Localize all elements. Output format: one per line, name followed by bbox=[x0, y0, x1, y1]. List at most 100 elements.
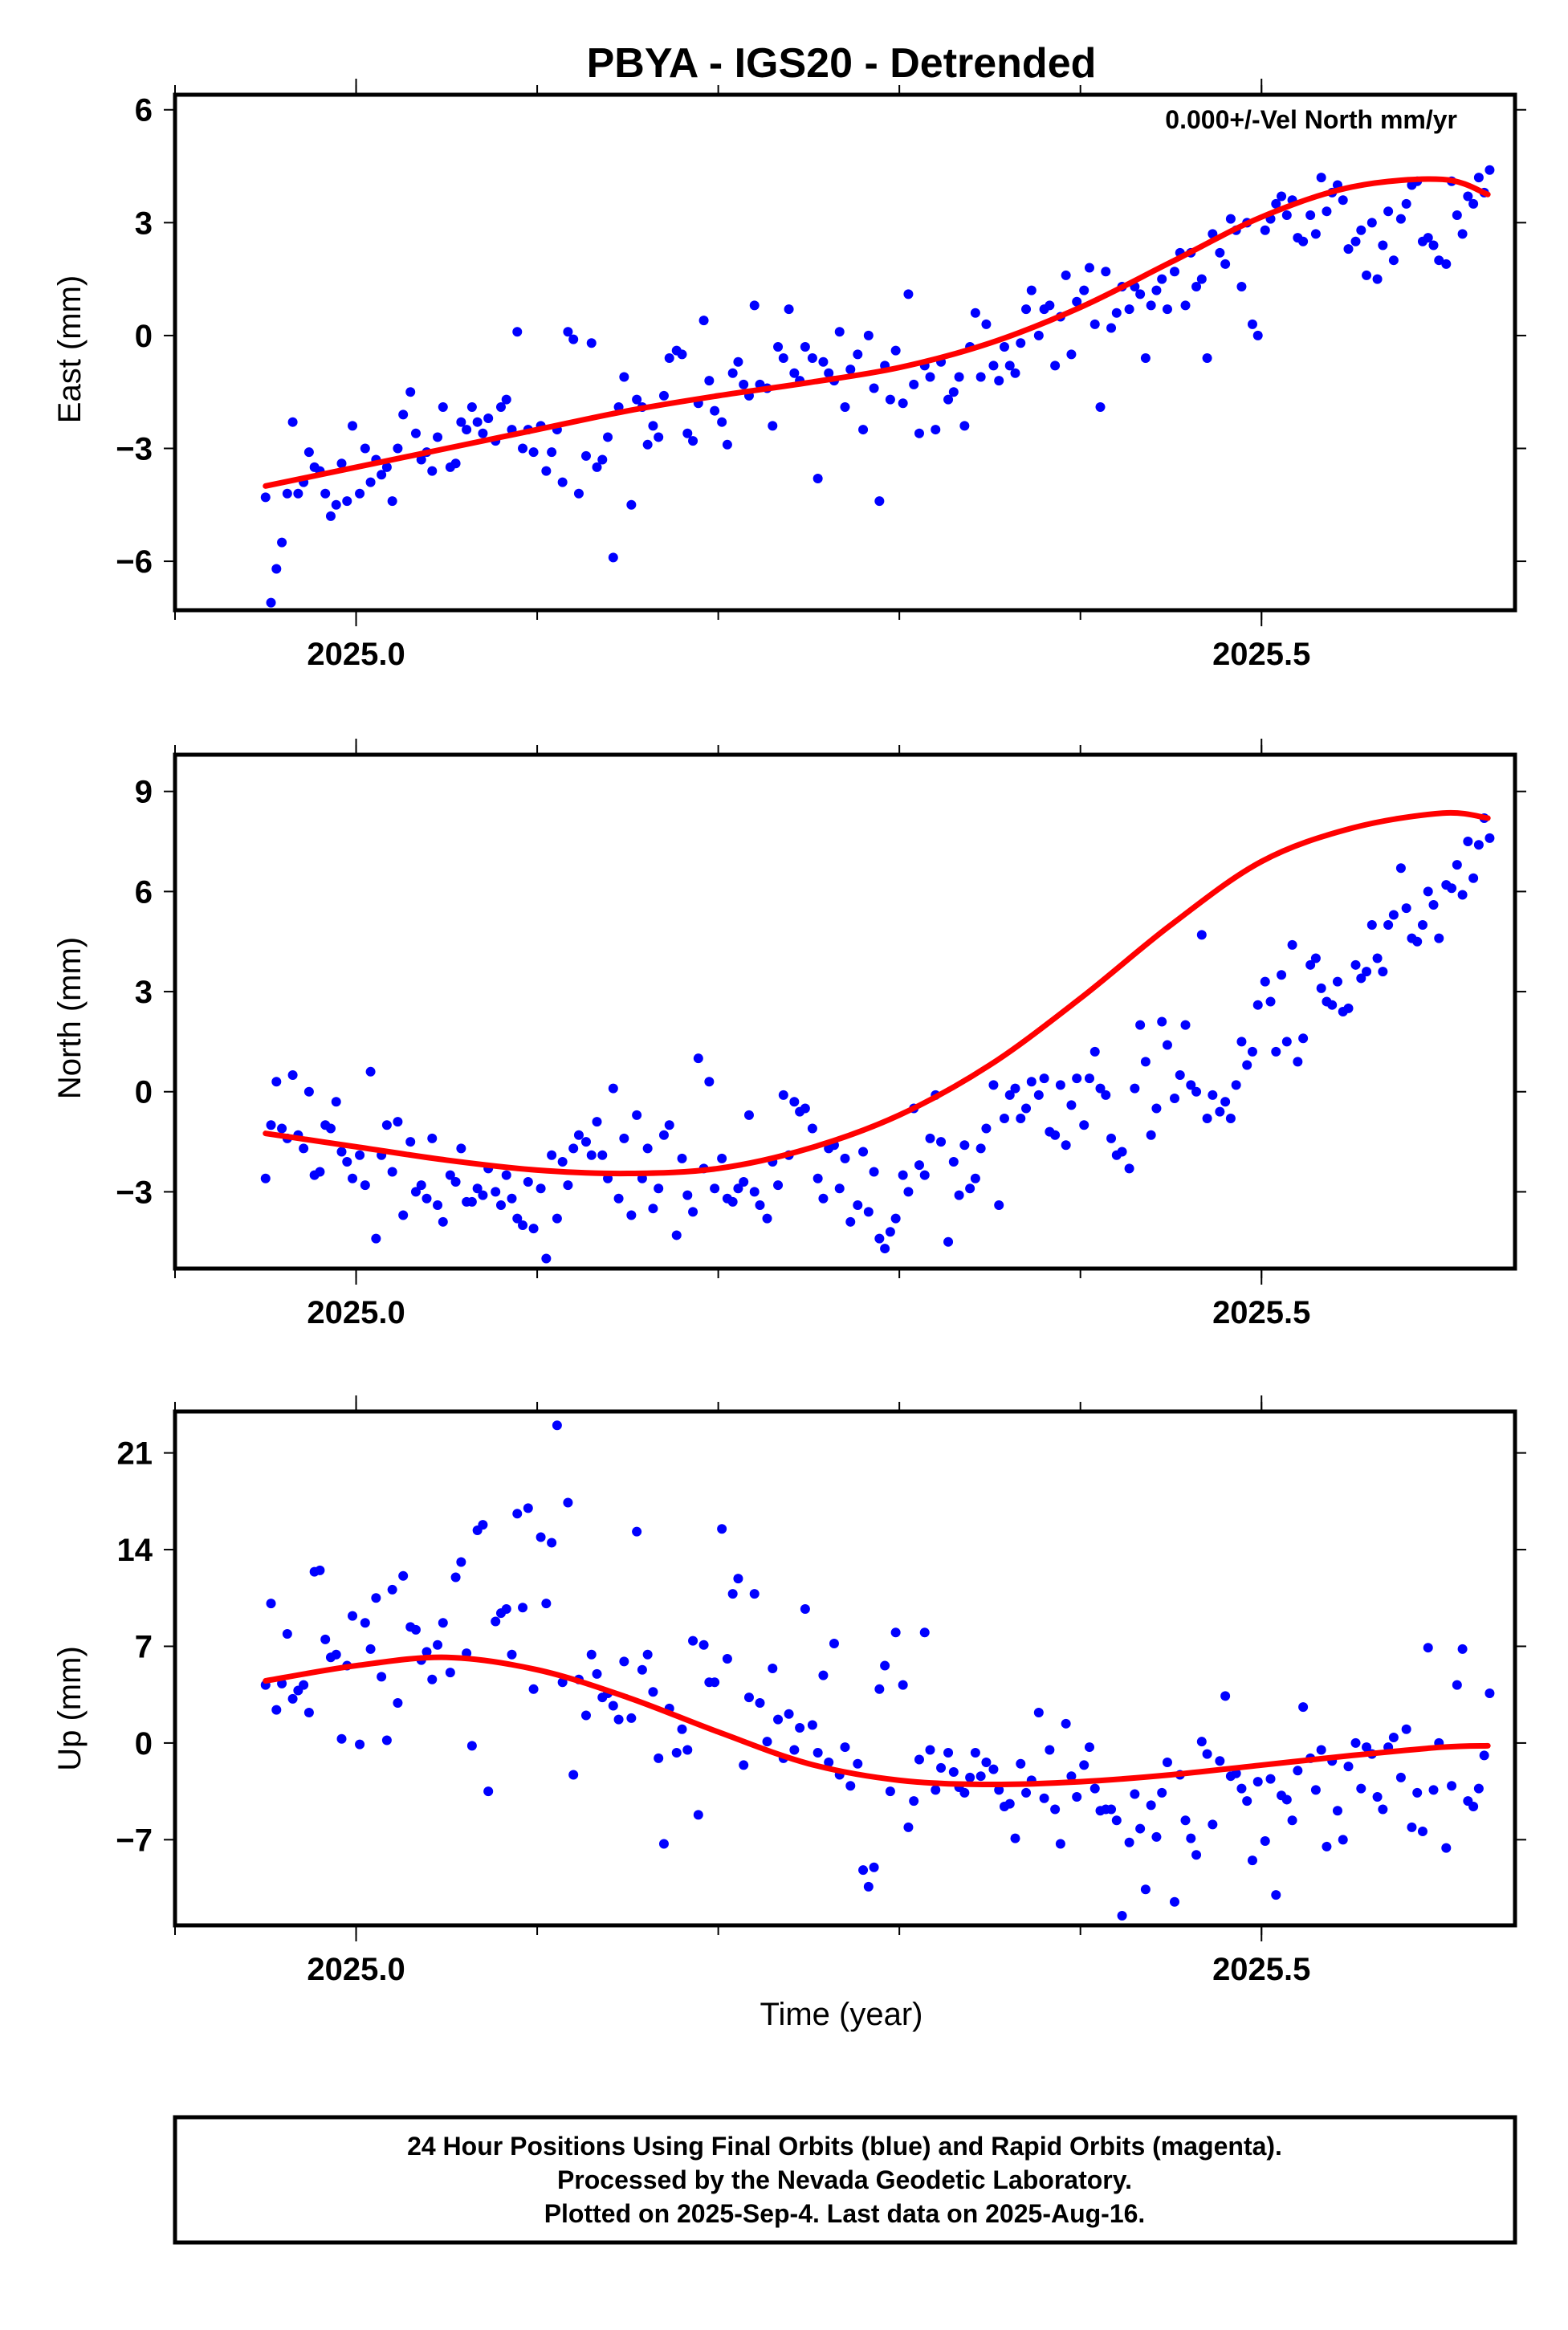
east-x-tick-label: 2025.0 bbox=[307, 637, 405, 672]
east-data-point bbox=[1162, 304, 1172, 315]
up-data-point bbox=[722, 1653, 732, 1664]
north-data-point bbox=[299, 1143, 309, 1154]
east-data-point bbox=[988, 360, 999, 371]
up-data-point bbox=[869, 1862, 879, 1872]
north-data-point bbox=[1401, 903, 1411, 914]
up-data-point bbox=[1271, 1890, 1281, 1900]
east-data-point bbox=[999, 341, 1009, 352]
north-data-point bbox=[975, 1143, 986, 1154]
up-data-point bbox=[1343, 1762, 1354, 1772]
east-data-point bbox=[568, 334, 579, 344]
east-data-point bbox=[1180, 300, 1191, 311]
north-data-point bbox=[580, 1137, 591, 1147]
east-data-point bbox=[773, 341, 784, 352]
up-data-point bbox=[677, 1724, 687, 1734]
north-data-point bbox=[387, 1167, 397, 1177]
north-data-point bbox=[1423, 886, 1433, 897]
north-data-point bbox=[381, 1120, 392, 1130]
up-x-tick-label: 2025.5 bbox=[1212, 1952, 1310, 1987]
up-data-point bbox=[807, 1720, 817, 1730]
east-data-point bbox=[1095, 401, 1106, 412]
up-y-tick-label: 0 bbox=[135, 1726, 153, 1762]
east-data-point bbox=[377, 470, 387, 480]
north-data-point bbox=[491, 1187, 501, 1197]
up-data-point bbox=[637, 1664, 647, 1675]
north-data-point bbox=[1016, 1113, 1026, 1123]
east-data-point bbox=[1277, 191, 1287, 202]
footer-line-3: Plotted on 2025-Sep-4. Last data on 2025… bbox=[544, 2199, 1146, 2228]
up-data-point bbox=[1061, 1718, 1071, 1729]
east-data-point bbox=[1362, 270, 1372, 280]
up-y-tick-label: 21 bbox=[117, 1436, 153, 1472]
east-data-point bbox=[698, 316, 709, 326]
north-data-point bbox=[981, 1123, 992, 1134]
east-data-point bbox=[778, 353, 788, 364]
up-data-point bbox=[840, 1742, 850, 1753]
north-data-point bbox=[874, 1233, 885, 1244]
up-data-point bbox=[445, 1668, 455, 1678]
east-data-point bbox=[1079, 285, 1089, 295]
north-data-point bbox=[1417, 919, 1427, 930]
east-data-point bbox=[1202, 353, 1212, 364]
east-data-point bbox=[1236, 281, 1247, 291]
north-data-point bbox=[1447, 883, 1457, 894]
velocity-annotation: 0.000+/-Vel North mm/yr bbox=[1165, 105, 1457, 134]
north-data-point bbox=[266, 1120, 276, 1130]
up-data-point bbox=[688, 1635, 698, 1646]
east-fit-layer bbox=[263, 176, 1491, 489]
up-data-point bbox=[1135, 1823, 1146, 1834]
north-data-point bbox=[880, 1244, 890, 1254]
east-data-point bbox=[1388, 255, 1399, 266]
up-data-point bbox=[1372, 1792, 1383, 1802]
up-data-point bbox=[863, 1881, 874, 1892]
north-data-point bbox=[1021, 1103, 1032, 1114]
east-y-tick-label: −6 bbox=[116, 544, 153, 580]
north-data-point bbox=[1135, 1020, 1146, 1030]
north-data-point bbox=[1327, 1000, 1338, 1010]
up-data-point bbox=[365, 1644, 376, 1654]
north-data-point bbox=[608, 1083, 618, 1094]
up-data-point bbox=[626, 1713, 637, 1723]
north-data-point bbox=[393, 1117, 403, 1127]
east-data-point bbox=[874, 496, 885, 507]
north-ylabel: North (mm) bbox=[52, 937, 88, 1099]
panel-up: Up (mm) Time (year) 2025.0 2025.5 −7 0 7 14 21 bbox=[52, 1395, 1526, 2032]
east-data-point bbox=[518, 443, 528, 454]
up-data-point bbox=[1050, 1804, 1061, 1815]
east-ylabel: East (mm) bbox=[52, 275, 88, 423]
east-data-point bbox=[1072, 296, 1082, 307]
up-data-point bbox=[1457, 1644, 1468, 1654]
up-data-point bbox=[931, 1785, 941, 1795]
east-data-point bbox=[547, 447, 557, 458]
up-data-point bbox=[536, 1532, 546, 1542]
east-data-point bbox=[903, 289, 914, 299]
up-data-point bbox=[501, 1604, 511, 1615]
east-data-point bbox=[381, 462, 392, 472]
north-data-point bbox=[1186, 1080, 1196, 1090]
up-data-point bbox=[410, 1624, 421, 1635]
north-data-point bbox=[710, 1183, 720, 1194]
up-data-point bbox=[1045, 1745, 1055, 1755]
up-data-point bbox=[936, 1762, 947, 1773]
east-data-point bbox=[1247, 319, 1257, 329]
east-data-point bbox=[1350, 236, 1361, 246]
east-data-point bbox=[898, 398, 908, 409]
north-data-point bbox=[315, 1167, 325, 1177]
north-data-point bbox=[903, 1187, 914, 1197]
up-y-tick-label: −7 bbox=[116, 1823, 153, 1858]
north-data-point bbox=[755, 1200, 765, 1211]
east-data-point bbox=[1468, 198, 1479, 209]
east-data-point bbox=[975, 372, 986, 382]
up-data-point bbox=[1428, 1785, 1439, 1795]
north-data-point bbox=[1050, 1130, 1061, 1140]
east-y-tick-label: 0 bbox=[135, 319, 153, 354]
north-data-point bbox=[365, 1066, 376, 1077]
up-data-point bbox=[266, 1599, 276, 1609]
north-data-point bbox=[1130, 1083, 1140, 1094]
up-data-point bbox=[1140, 1884, 1151, 1895]
east-data-point bbox=[410, 428, 421, 438]
up-data-point bbox=[988, 1764, 999, 1774]
up-data-point bbox=[1084, 1742, 1094, 1753]
north-x-tick-label: 2025.0 bbox=[307, 1295, 405, 1330]
east-data-point bbox=[427, 466, 438, 476]
